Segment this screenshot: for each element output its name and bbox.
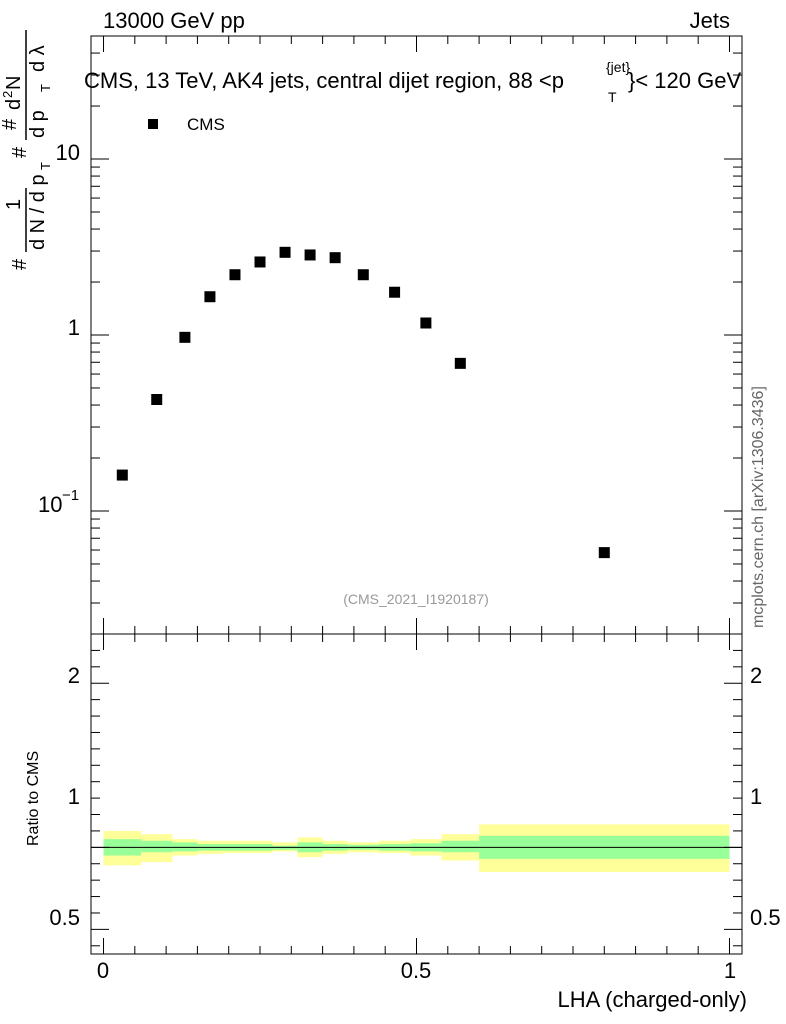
band-inner-bin [141,840,173,853]
ratio-y-label-1-left: 1 [68,784,80,809]
main-y-axis-label: # 1 d N / d p T # # d 2 N d p T d λ [0,30,53,270]
ylabel-hash-2: # [9,146,31,158]
y-tick-label-10: 10 [56,140,80,165]
header-left: 13000 GeV pp [103,8,245,33]
y-tick-label-0.1: 10 −1 [38,487,79,517]
data-points [116,246,610,559]
data-point [304,249,316,261]
ylabel-dp: d p [27,110,49,138]
ratio-y-label-2-left: 2 [68,663,80,688]
chart-title-main: CMS, 13 TeV, AK4 jets, central dijet reg… [84,68,564,93]
data-point [454,357,466,369]
data-point [116,469,128,481]
ylabel-two: 2 [0,91,15,98]
ylabel-d: d [3,99,25,110]
chart-title-sub: T [608,89,617,105]
ylabel-N: N [3,76,25,90]
data-point [151,394,163,406]
chart-title-end: }< 120 GeV [628,68,741,93]
ylabel-T1: T [38,162,53,170]
legend: CMS [148,115,225,134]
data-point [279,246,291,258]
chart-title-sup: {jet} [606,59,630,75]
x-tick-label-1: 1 [724,958,736,983]
data-point [357,269,369,281]
data-point [420,317,432,329]
data-point [179,331,191,343]
ratio-y-label-2-right: 2 [750,663,762,688]
x-tick-labels: 0 0.5 1 [97,958,736,983]
legend-label-cms: CMS [187,115,225,134]
legend-marker-cms [148,119,158,129]
x-tick-label-0: 0 [97,958,109,983]
ylabel-hash-1: # [9,258,31,270]
ratio-bands [103,824,730,872]
ylabel-dN: d N / d p [27,174,49,250]
data-point [598,547,610,559]
ratio-y-label-0.5-left: 0.5 [49,905,80,930]
side-label: mcplots.cern.ch [arXiv:1306.3436] [750,386,767,628]
chart-title: CMS, 13 TeV, AK4 jets, central dijet reg… [84,59,741,105]
ratio-y-tick-labels: 2 1 0.5 2 1 0.5 [49,663,780,930]
ylabel-dl: d λ [27,45,49,72]
ratio-y-label-1-right: 1 [750,784,762,809]
y-tick-label-1: 1 [68,315,80,340]
main-y-ticks [91,35,742,635]
ratio-ticks [91,634,742,954]
data-point [204,291,216,303]
ylabel-T2: T [38,84,53,92]
main-y-tick-labels: 10 −1 1 10 [38,140,80,517]
data-point [229,269,241,281]
y-tick-label-0.1-base: 10 [38,492,62,517]
ratio-plot-frame [90,633,743,955]
x-tick-label-0.5: 0.5 [401,958,432,983]
data-point [329,252,341,264]
x-axis-label: LHA (charged-only) [557,987,747,1012]
band-inner-bin [441,840,480,853]
ylabel-hash-3: # [0,118,21,130]
data-point [389,286,401,298]
header-right: Jets [690,8,730,33]
watermark: (CMS_2021_I1920187) [343,591,489,607]
ratio-y-axis-label: Ratio to CMS [25,751,42,846]
ratio-y-label-0.5-right: 0.5 [750,905,781,930]
data-point [254,256,266,268]
y-tick-label-0.1-exp: −1 [62,487,79,504]
ylabel-one: 1 [3,199,25,210]
